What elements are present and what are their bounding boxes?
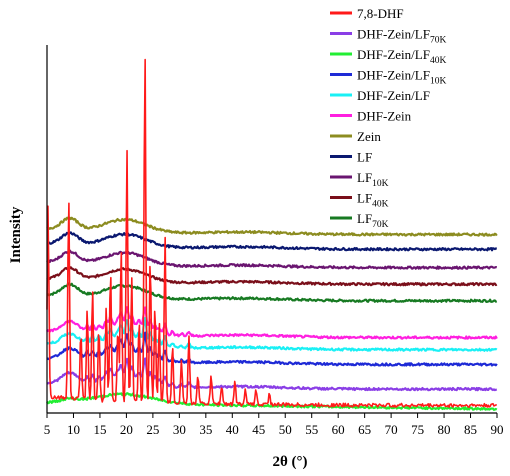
- series-line-7-8-dhf: [46, 58, 498, 408]
- legend-label-base: Zein: [357, 129, 381, 144]
- legend-label: LF40K: [357, 191, 389, 210]
- legend-label: Zein: [357, 129, 381, 144]
- legend-label-base: DHF-Zein/LF: [357, 88, 430, 103]
- plot-lines: [46, 58, 498, 411]
- series-line-dhf-zein: [46, 306, 498, 340]
- legend-label: DHF-Zein/LF40K: [357, 47, 446, 66]
- legend-label: 7,8-DHF: [357, 6, 404, 21]
- x-tick-label: 85: [464, 422, 477, 437]
- legend-label-base: 7,8-DHF: [357, 6, 404, 21]
- legend-label: DHF-Zein/LF: [357, 88, 430, 103]
- x-tick-label: 60: [332, 422, 345, 437]
- x-tick-label: 50: [279, 422, 292, 437]
- legend-label-subscript: 70K: [430, 36, 447, 46]
- x-tick-label: 80: [438, 422, 451, 437]
- legend-label-subscript: 10K: [372, 179, 389, 189]
- legend-label-base: LF: [357, 191, 372, 206]
- x-tick-label: 10: [67, 422, 80, 437]
- legend-label-base: LF: [357, 150, 372, 165]
- legend: 7,8-DHFDHF-Zein/LF70KDHF-Zein/LF40KDHF-Z…: [330, 6, 446, 230]
- x-tick-label: 25: [146, 422, 159, 437]
- legend-label-base: DHF-Zein/LF: [357, 47, 430, 62]
- x-tick-label: 90: [491, 422, 504, 437]
- x-tick-label: 70: [385, 422, 398, 437]
- x-tick-label: 5: [44, 422, 51, 437]
- x-tick-label: 55: [305, 422, 318, 437]
- x-ticks: 5 10 15 20 25 30 35 40 45 50 55 60 65 70 75 80 85 90: [44, 413, 504, 437]
- x-tick-label: 40: [226, 422, 239, 437]
- legend-label-base: LF: [357, 211, 372, 226]
- legend-label: DHF-Zein/LF70K: [357, 27, 446, 46]
- series-line-lf: [46, 231, 497, 252]
- legend-label: DHF-Zein: [357, 109, 412, 124]
- legend-label: LF70K: [357, 211, 389, 230]
- legend-label-base: DHF-Zein/LF: [357, 27, 430, 42]
- y-axis-title: Intensity: [8, 206, 24, 263]
- legend-label-base: LF: [357, 170, 372, 185]
- legend-label: DHF-Zein/LF10K: [357, 68, 446, 87]
- x-tick-label: 15: [93, 422, 106, 437]
- series-line-lf40k: [46, 266, 498, 287]
- x-axis-title: 2θ (°): [272, 454, 307, 470]
- legend-label: LF: [357, 150, 372, 165]
- x-tick-label: 75: [411, 422, 424, 437]
- legend-label-subscript: 70K: [372, 220, 389, 230]
- series-line-lf10k: [46, 249, 498, 270]
- legend-label-subscript: 40K: [372, 200, 389, 210]
- x-tick-label: 35: [199, 422, 212, 437]
- legend-label-subscript: 40K: [430, 56, 447, 66]
- legend-label: LF10K: [357, 170, 389, 189]
- series-line-zein: [46, 216, 498, 237]
- series-line-lf70k: [46, 282, 498, 303]
- x-tick-label: 45: [252, 422, 265, 437]
- x-tick-label: 20: [120, 422, 133, 437]
- axes: [46, 45, 497, 414]
- legend-label-subscript: 10K: [430, 77, 447, 87]
- x-tick-label: 65: [358, 422, 371, 437]
- legend-label-base: DHF-Zein: [357, 109, 412, 124]
- x-tick-label: 30: [173, 422, 186, 437]
- legend-label-base: DHF-Zein/LF: [357, 68, 430, 83]
